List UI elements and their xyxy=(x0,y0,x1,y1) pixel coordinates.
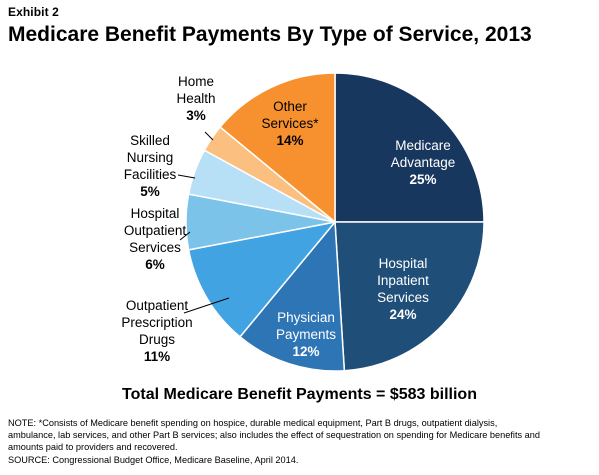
slice-label-line: Health xyxy=(176,91,215,106)
slice-label-3: Physician Payments 12% xyxy=(276,310,336,359)
slice-label-4: Outpatient Prescription Drugs 11% xyxy=(121,298,192,364)
slice-percent-label: 11% xyxy=(144,349,170,364)
slice-label-line: Services xyxy=(377,290,429,305)
slice-label-1: Medicare Advantage 25% xyxy=(391,138,456,187)
note-line-2: ambulance, lab services, and other Part … xyxy=(8,430,540,441)
leader-line-6 xyxy=(177,174,196,179)
slice-label-line: Outpatient xyxy=(124,223,187,238)
slice-label-line: Services xyxy=(129,240,181,255)
pie-slice-3 xyxy=(238,220,346,372)
slice-label-5: Hospital Outpatient Services 6% xyxy=(124,206,187,272)
exhibit-label: Exhibit 2 xyxy=(8,5,59,19)
slice-label-line: Home xyxy=(178,74,214,89)
total-payments-text: Total Medicare Benefit Payments = $583 b… xyxy=(122,386,477,403)
note-line-1: NOTE: *Consists of Medicare benefit spen… xyxy=(8,418,498,428)
slice-percent-label: 25% xyxy=(409,172,436,187)
slice-percent-label: 5% xyxy=(140,184,160,199)
leader-lines xyxy=(177,131,230,314)
pie-slice-1 xyxy=(334,72,485,223)
slice-label-line: Inpatient xyxy=(377,273,429,288)
slice-label-line: Prescription xyxy=(121,315,192,330)
slice-label-line: Facilities xyxy=(124,167,177,182)
leader-line-7 xyxy=(204,131,214,141)
pie-slice-4 xyxy=(187,220,337,338)
leader-line-5 xyxy=(179,231,191,241)
note-line-3: amounts paid to providers and recovered. xyxy=(8,442,178,453)
slice-percent-label: 6% xyxy=(145,257,165,272)
slice-label-line: Other xyxy=(273,99,307,114)
pie-slice-8 xyxy=(219,72,336,224)
slice-label-7: Home Health 3% xyxy=(176,74,215,123)
slice-label-line: Physician xyxy=(277,310,335,325)
slice-label-line: Medicare xyxy=(395,138,451,153)
pie-slices xyxy=(185,72,485,372)
pie-slice-2 xyxy=(334,221,485,372)
source-line: SOURCE: Congressional Budget Office, Med… xyxy=(8,454,299,465)
slice-label-6: Skilled Nursing Facilities 5% xyxy=(124,133,177,199)
slice-label-line: Outpatient xyxy=(126,298,189,313)
slice-label-line: Hospital xyxy=(131,206,180,221)
slice-label-line: Skilled xyxy=(130,133,170,148)
slice-label-line: Nursing xyxy=(127,150,174,165)
slice-percent-label: 3% xyxy=(186,108,206,123)
slice-labels: Medicare Advantage 25% Hospital Inpatient Ser… xyxy=(121,74,455,364)
slice-label-line: Advantage xyxy=(391,155,456,170)
slice-percent-label: 24% xyxy=(389,307,416,322)
slice-label-line: Hospital xyxy=(379,256,428,271)
slice-label-line: Drugs xyxy=(139,332,175,347)
leader-line-4 xyxy=(183,297,230,314)
slice-percent-label: 12% xyxy=(292,344,319,359)
slice-percent-label: 14% xyxy=(276,133,303,148)
chart-title: Medicare Benefit Payments By Type of Ser… xyxy=(8,23,532,46)
slice-label-line: Services* xyxy=(261,116,319,131)
slice-label-2: Hospital Inpatient Services 24% xyxy=(377,256,429,322)
slice-label-line: Payments xyxy=(276,327,336,342)
slice-label-8: Other Services* 14% xyxy=(261,99,319,148)
note-block: NOTE: *Consists of Medicare benefit spen… xyxy=(8,417,593,466)
